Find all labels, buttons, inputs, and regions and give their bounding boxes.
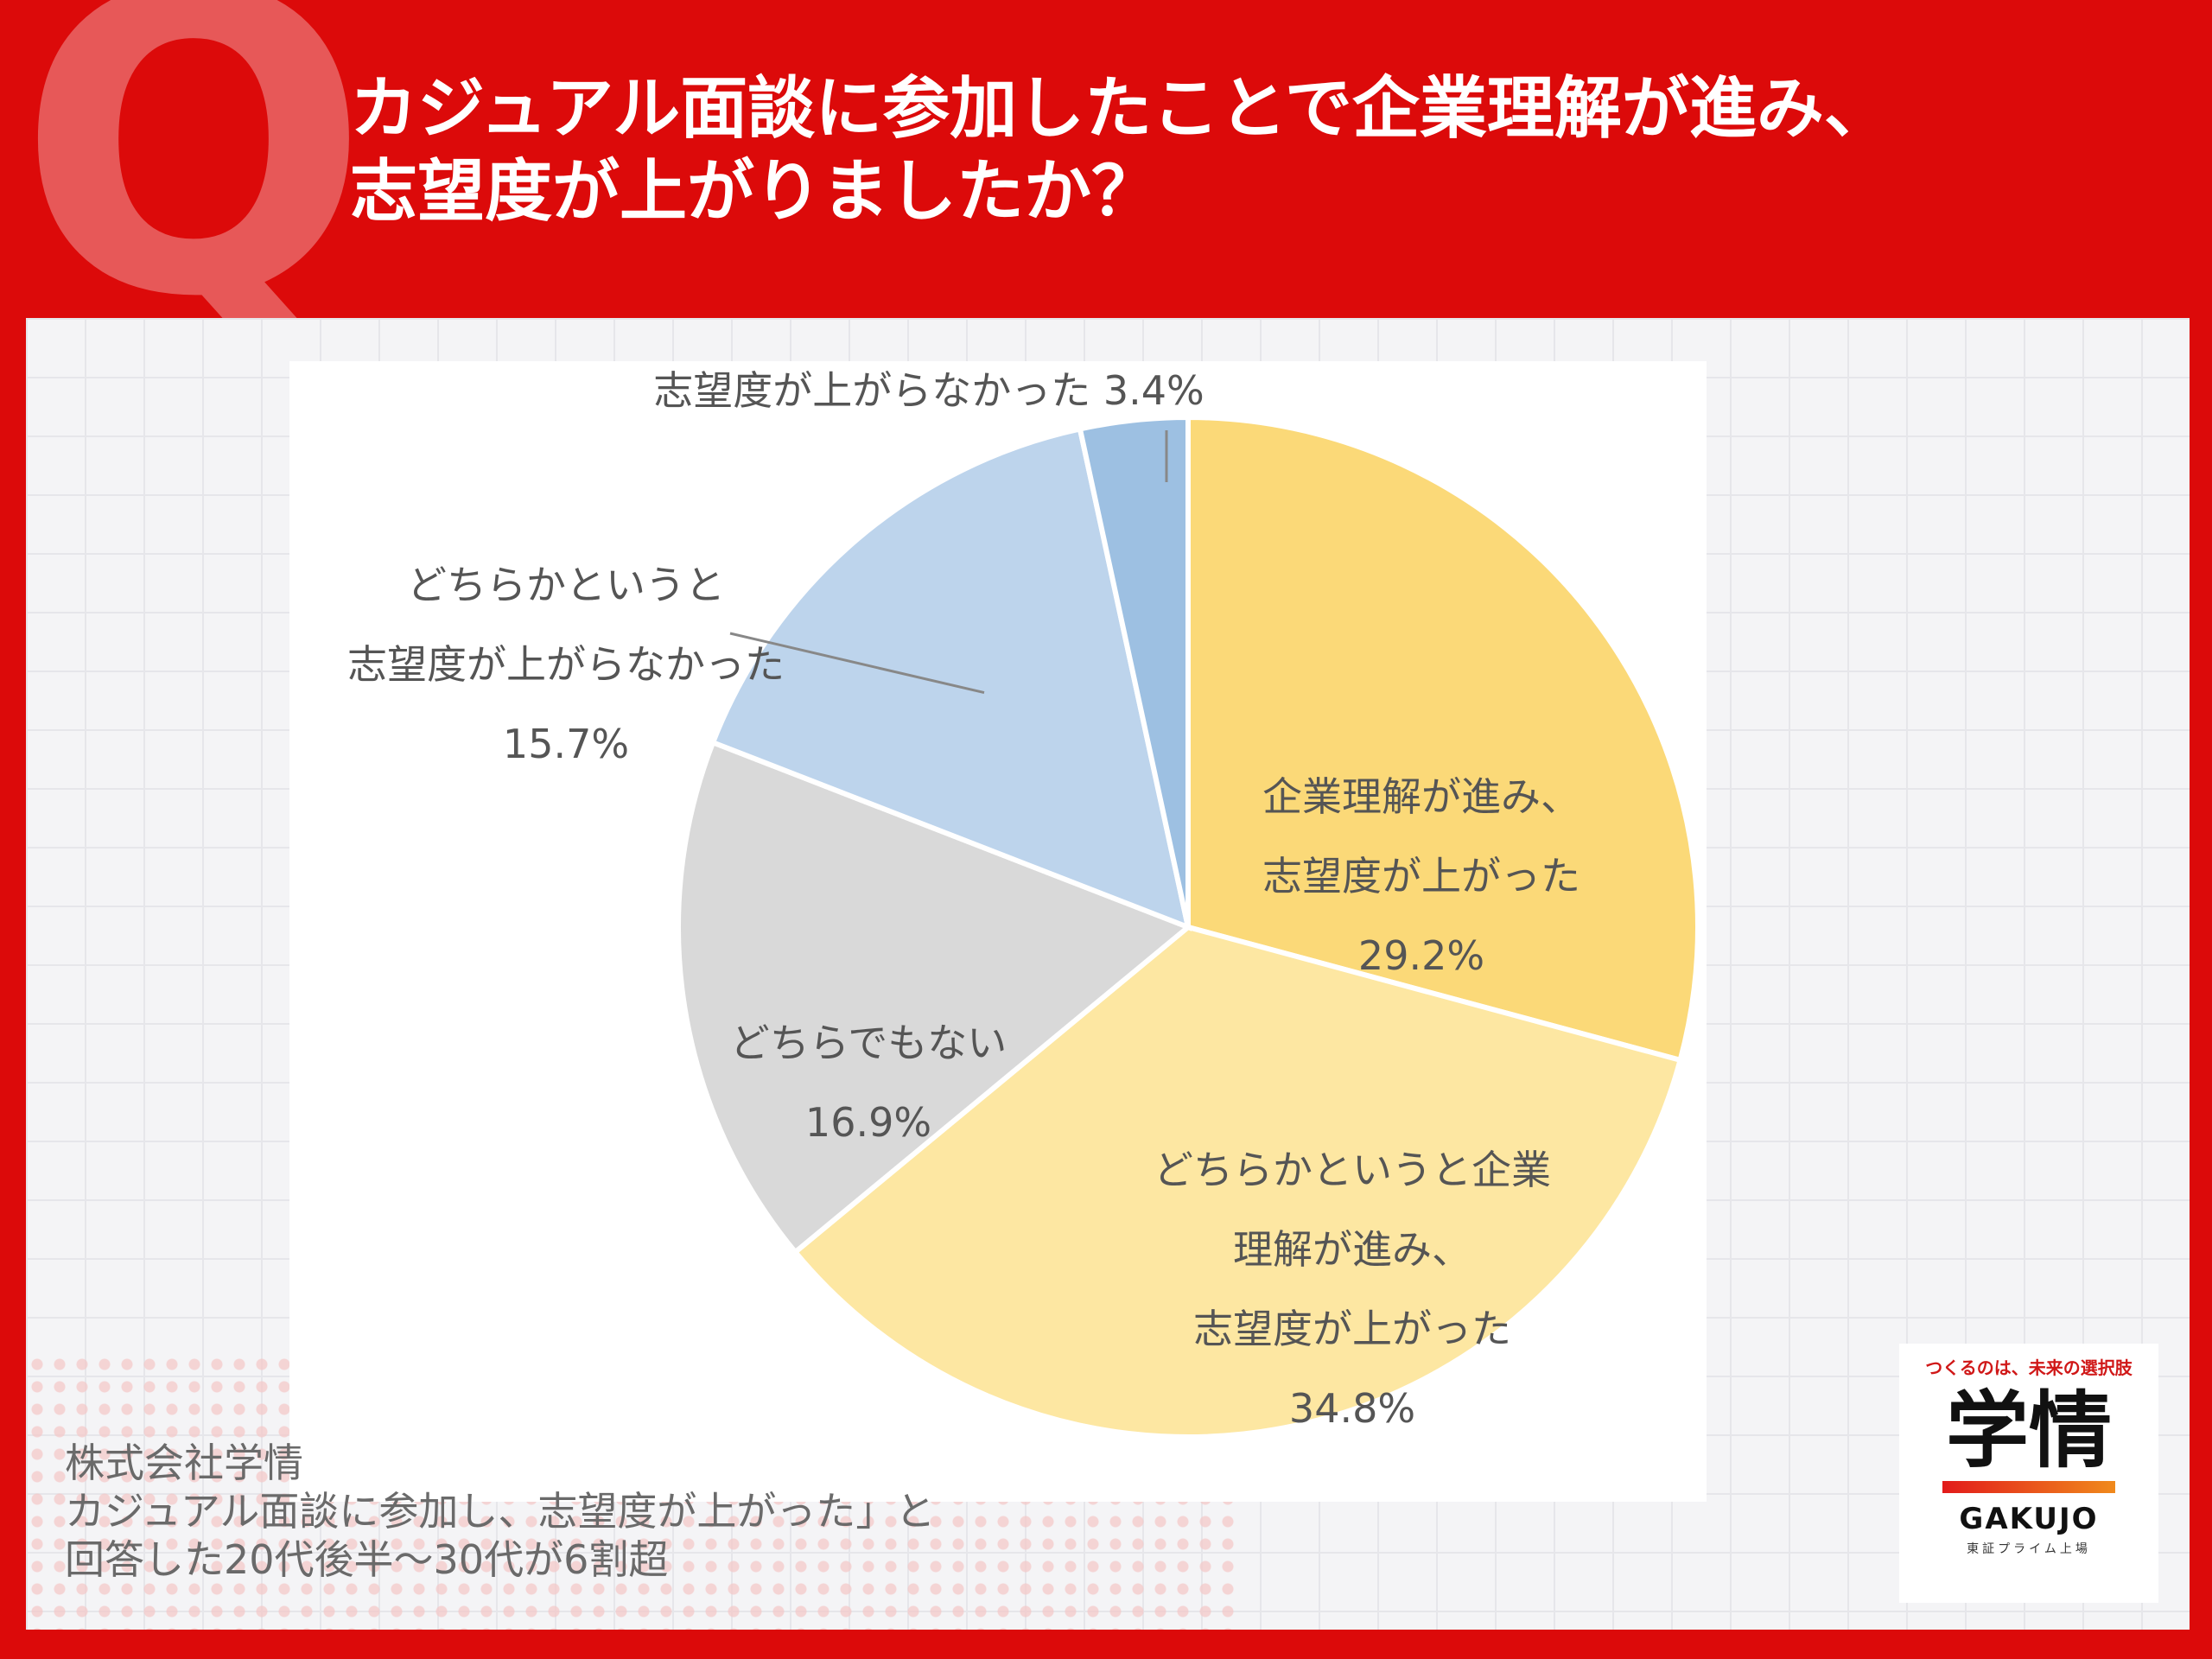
pie-slice-2 [791, 924, 1684, 1440]
question-line-2: 志望度が上がりましたか？ [350, 153, 1160, 231]
pie-chart: 企業理解が進み、志望度が上がった 29.2% どちらかというと企業理解が進み、志望度… [347, 367, 1700, 1440]
pie-slice-1 [1185, 414, 1700, 1064]
footer-caption: 株式会社学情 カジュアル面談に参加し、志望度が上がった」と 回答した20代後半〜… [65, 1439, 935, 1584]
question-title: カジュアル面談に参加したことで企業理解が進み、 志望度が上がりましたか？ [350, 67, 2182, 233]
logo-kanji: 学情 [1946, 1382, 2112, 1479]
pie-slice-3 [676, 739, 1193, 1256]
leader-line-4 [729, 632, 985, 695]
slice-label-2: どちらかというと企業理解が進み、志望度が上がった 34.8% [1154, 1147, 1551, 1432]
footer-line-1: 株式会社学情 [65, 1440, 303, 1486]
logo-tagline: つくるのは、未来の選択肢 [1925, 1357, 2133, 1378]
footer-line-2: カジュアル面談に参加し、志望度が上がった」と [65, 1488, 936, 1535]
slice-label-3: どちらでもない 16.9% [730, 1020, 1007, 1146]
pie-slice-4 [709, 425, 1192, 931]
footer-line-3: 回答した20代後半〜30代が6割超 [65, 1536, 669, 1583]
slice-label-1: 企業理解が進み、志望度が上がった 29.2% [1262, 773, 1580, 979]
slice-label-4: どちらかというと志望度が上がらなかった 15.7% [347, 562, 785, 767]
logo-english: GAKUJO [1959, 1502, 2099, 1536]
question-line-1: カジュアル面談に参加したことで企業理解が進み、 [350, 70, 1891, 148]
content-panel: 企業理解が進み、志望度が上がった 29.2% どちらかというと企業理解が進み、志望度… [26, 318, 2190, 1630]
chart-card: 企業理解が進み、志望度が上がった 29.2% どちらかというと企業理解が進み、志望度… [289, 361, 1707, 1502]
logo-listing: 東証プライム上場 [1967, 1542, 2091, 1556]
slice-label-5: 志望度が上がらなかった 3.4% [653, 367, 1205, 414]
q-letter: Q [17, 0, 371, 388]
gakujo-logo: つくるのは、未来の選択肢 学情 GAKUJO 東証プライム上場 [1899, 1344, 2158, 1603]
logo-bar [1942, 1481, 2115, 1493]
pie-slice-5 [1077, 414, 1191, 928]
